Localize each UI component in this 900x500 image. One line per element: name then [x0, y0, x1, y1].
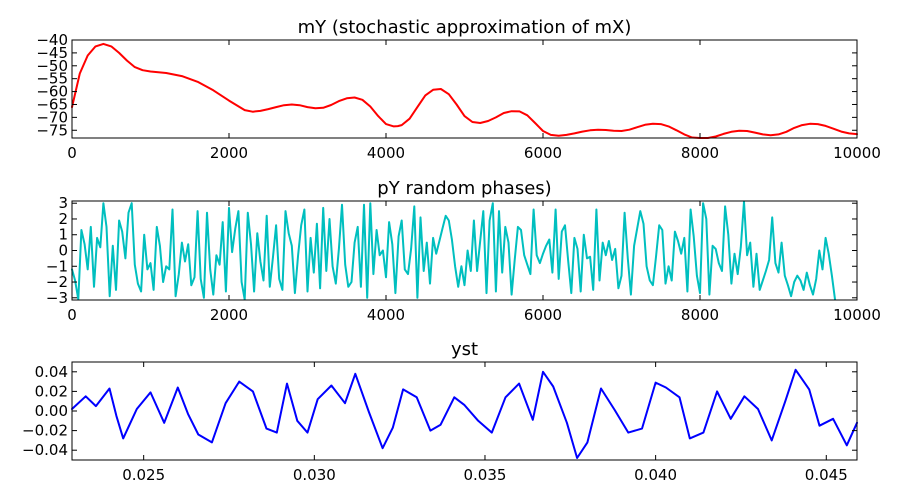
mY-x-tick-label: 4000: [367, 144, 405, 162]
pY-y-tick-label: 2: [58, 210, 68, 228]
yst-y-tick-label: 0.04: [35, 363, 68, 381]
yst-chart: yst 0.025 0.030 0.035 0.040 0.045 0.040.02 0.00…: [22, 339, 858, 484]
yst-x-tick-label: 0.025: [122, 466, 165, 484]
pY-chart: pY random phases) 0 2000 4000 6000 8000 10000 3…: [46, 178, 881, 324]
mY-y-tick-label: −70: [36, 108, 68, 126]
pY-y-tick-label: −3: [46, 289, 68, 307]
mY-axes-frame: [71, 39, 858, 139]
pY-y-tick-label: 3: [58, 194, 68, 212]
mY-x-tick-label: 0: [67, 144, 77, 162]
yst-title: yst: [451, 339, 478, 360]
pY-y-tick-label: 1: [58, 226, 68, 244]
pY-title: pY random phases): [377, 178, 551, 199]
yst-y-tick-label: 0.02: [35, 382, 68, 400]
mY-x-tick-label: 6000: [524, 144, 562, 162]
yst-y-tick-label: 0.00: [35, 402, 68, 420]
yst-x-tick-label: 0.035: [464, 466, 507, 484]
yst-series-line: [71, 368, 858, 459]
mY-title: mY (stochastic approximation of mX): [298, 17, 632, 38]
mY-chart: mY (stochastic approximation of mX) 0 2000…: [36, 17, 881, 162]
yst-axes-frame: [71, 361, 858, 461]
mY-y-tick-label: −40: [36, 31, 68, 49]
mY-y-tick-label: −75: [36, 121, 68, 139]
yst-y-tick-label: −0.04: [22, 441, 68, 459]
yst-x-tick-label: 0.045: [805, 466, 848, 484]
pY-x-tick-label: 2000: [210, 306, 248, 324]
pY-y-tick-label: −1: [46, 257, 68, 275]
yst-x-tick-label: 0.030: [293, 466, 336, 484]
mY-x-tick-label: 10000: [833, 144, 881, 162]
mY-y-tick-label: −65: [36, 95, 68, 113]
pY-x-tick-label: 0: [67, 306, 77, 324]
pY-x-tick-label: 8000: [681, 306, 719, 324]
mY-series-line: [71, 42, 858, 139]
pY-x-tick-label: 10000: [833, 306, 881, 324]
pY-y-tick-label: −2: [46, 273, 68, 291]
pY-x-tick-label: 4000: [367, 306, 405, 324]
mY-y-tick-label: −50: [36, 57, 68, 75]
pY-y-tick-label: 0: [58, 242, 68, 260]
pY-x-tick-label: 6000: [524, 306, 562, 324]
mY-y-tick-label: −45: [36, 44, 68, 62]
mY-y-tick-label: −60: [36, 83, 68, 101]
yst-x-tick-label: 0.040: [634, 466, 677, 484]
mY-y-tick-label: −55: [36, 70, 68, 88]
mY-x-tick-label: 8000: [681, 144, 719, 162]
yst-y-tick-label: −0.02: [22, 422, 68, 440]
mY-x-tick-label: 2000: [210, 144, 248, 162]
pY-series-line: [71, 200, 836, 301]
